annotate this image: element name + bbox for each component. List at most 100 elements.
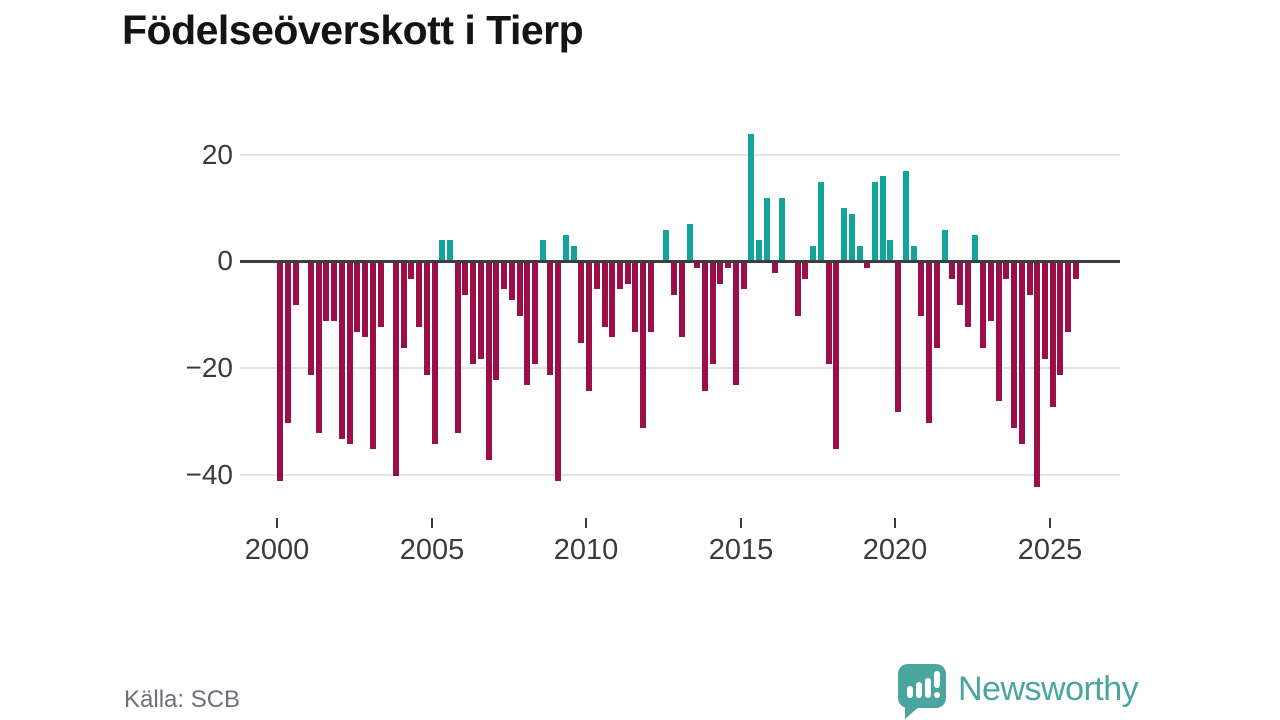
x-axis-label-2005: 2005	[399, 534, 465, 566]
x-tick-2025	[1049, 518, 1051, 528]
bar	[717, 262, 724, 284]
gridline-minus-40	[240, 474, 1120, 476]
x-tick-2010	[585, 518, 587, 528]
bar	[848, 213, 855, 262]
newsworthy-logo-icon	[898, 664, 946, 719]
bar	[539, 240, 546, 262]
logo-exclamation-bar	[934, 671, 940, 688]
logo-bar-large	[925, 678, 931, 698]
bar	[1011, 262, 1018, 428]
x-axis-label-2000: 2000	[244, 534, 310, 566]
bar	[1034, 262, 1041, 487]
bar	[910, 245, 917, 262]
bar	[833, 262, 840, 450]
bar	[678, 262, 685, 338]
bar	[547, 262, 554, 375]
bar	[331, 262, 338, 322]
bar	[740, 262, 747, 290]
x-axis-label-2015: 2015	[708, 534, 774, 566]
bar	[771, 262, 778, 274]
bar	[377, 262, 384, 327]
y-axis-label-minus-40: −40	[185, 459, 234, 490]
bar	[423, 262, 430, 375]
x-tick-2020	[894, 518, 896, 528]
bar	[508, 262, 515, 300]
bar	[817, 181, 824, 262]
bar	[315, 262, 322, 434]
bar	[532, 262, 538, 364]
bar	[856, 245, 863, 262]
chart-title: Födelseöverskott i Tierp	[122, 7, 584, 53]
bar	[516, 262, 523, 316]
newsworthy-branding: Newsworthy	[898, 662, 1158, 719]
bar	[400, 262, 407, 348]
bar	[902, 170, 909, 262]
bar	[1026, 262, 1033, 295]
bar	[825, 262, 832, 364]
bar	[439, 240, 446, 262]
bar	[624, 262, 631, 284]
bar	[601, 262, 608, 327]
bar	[323, 262, 330, 322]
bar	[307, 262, 314, 375]
x-axis-label-2020: 2020	[862, 534, 928, 566]
bar	[408, 262, 415, 279]
bar	[647, 262, 654, 332]
bar	[663, 229, 670, 262]
bar	[964, 262, 971, 327]
bar	[980, 262, 987, 348]
bar	[1065, 262, 1072, 332]
bar	[879, 176, 886, 262]
bar	[941, 229, 948, 262]
x-tick-2015	[740, 518, 742, 528]
bar	[477, 262, 484, 359]
bar	[987, 262, 994, 322]
speech-bubble-tail	[905, 706, 920, 719]
bar	[748, 133, 755, 262]
bar	[972, 234, 979, 262]
bar	[732, 262, 739, 386]
bar	[632, 262, 639, 332]
bar	[354, 262, 361, 332]
y-axis-label-0: 0	[217, 245, 233, 276]
bar	[756, 240, 763, 262]
bar	[1057, 262, 1064, 375]
bar	[524, 262, 531, 386]
x-tick-2005	[431, 518, 433, 528]
bar	[872, 181, 878, 262]
bar	[763, 197, 770, 262]
bar	[470, 262, 477, 364]
bar	[338, 262, 345, 439]
plot-area	[240, 120, 1120, 512]
bar	[1018, 262, 1025, 444]
bar	[562, 234, 569, 262]
bar	[1003, 262, 1010, 279]
bar	[277, 262, 283, 482]
bar	[933, 262, 940, 348]
bar	[995, 262, 1002, 402]
bar	[640, 262, 647, 428]
bar	[694, 262, 701, 268]
bar	[779, 197, 786, 262]
bar	[671, 262, 678, 295]
source-caption: Källa: SCB	[124, 686, 241, 713]
bar	[493, 262, 500, 380]
bar	[841, 208, 848, 262]
bar	[578, 262, 585, 343]
bar	[918, 262, 925, 316]
bar	[586, 262, 593, 391]
logo-bar-small	[907, 686, 913, 698]
bar	[392, 262, 399, 476]
bar	[794, 262, 801, 316]
bar	[1072, 262, 1079, 279]
bar	[346, 262, 353, 444]
bar	[810, 245, 817, 262]
bar	[431, 262, 438, 444]
bar	[864, 262, 871, 268]
bar	[686, 224, 693, 262]
bar	[887, 240, 894, 262]
bar	[447, 240, 453, 262]
bar	[454, 262, 461, 434]
bar	[570, 245, 577, 262]
logo-exclamation-dot	[934, 692, 940, 698]
